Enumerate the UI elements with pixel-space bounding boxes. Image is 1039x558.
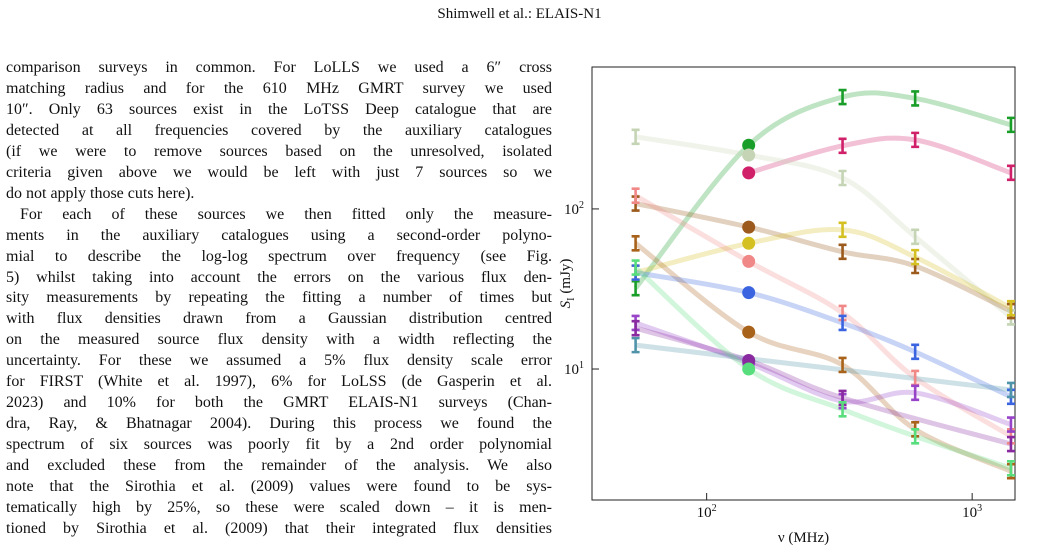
fit-curve [634,325,1012,447]
tick-base: 10 [962,505,977,521]
error-bar [1006,459,1015,477]
error-bar [911,427,920,445]
text-line: detected at all frequencies covered by t… [6,121,552,139]
error-bar [1006,381,1015,399]
point [742,148,756,162]
error-bar [911,90,920,107]
error-bar [911,131,920,149]
text-line: sity measurements by repeating the fitti… [6,289,552,307]
fit-curve [634,320,1012,427]
text-line: and excluded these from the remainder of… [6,457,552,475]
x-axis-label: ν (MHz) [778,530,829,546]
text-column: comparison surveys in common. For LoLLS … [6,58,552,540]
error-bar [1006,416,1015,433]
error-bar [911,228,920,246]
text-line: 2023) and 10% for both the GMRT ELAIS-N1… [6,394,552,412]
text-line: with flux densities drawn from a Gaussia… [6,310,552,328]
point [742,220,756,234]
error-bar [911,384,920,402]
error-bar [1006,116,1015,134]
error-bar [1006,164,1015,182]
point [742,286,756,300]
y-label-part: I [566,298,577,301]
text-line: comparison surveys in common. For LoLLS … [6,59,552,76]
error-bar [631,259,640,276]
y-axis-label: SI (mJy) [558,259,577,309]
text-line: tematically high by 25%, so these were s… [6,499,552,517]
tick-base: 10 [564,362,579,378]
text-line: spectrum of six sources was poorly fit b… [6,436,552,454]
text-line: tioned by Sirothia et al. (2009) that th… [6,519,552,537]
text-line: 5) whilst taking into account the errors… [6,268,552,286]
error-bar [1006,299,1015,317]
text-line: For each of these sources we then fitted… [20,205,552,223]
error-bar [838,243,847,261]
running-header: Shimwell et al.: ELAIS-N1 [437,6,602,22]
y-label-part: (mJy) [558,259,574,294]
error-bar [838,137,847,155]
x-tick-label: 102 [697,503,717,521]
tick-exponent: 3 [977,503,982,514]
point [742,236,756,250]
text-line: do not apply those cuts here). [6,184,195,202]
error-bar [631,187,640,204]
y-label-part: S [558,300,574,308]
x-tick-label: 103 [962,503,982,521]
text-line: (if we were to remove sources based on t… [6,142,552,160]
fit-curve [633,90,1012,290]
error-bar [631,319,640,337]
error-bar [911,343,920,361]
error-bar [838,221,847,239]
text-line: on the measured source flux density with… [6,331,552,349]
error-bar [838,314,847,332]
text-line: dra, Ray, & Bhatnagar 2004). During this… [6,415,552,433]
error-bar [631,279,640,297]
point [742,254,756,268]
fit-curve [635,342,1012,393]
fit-curve [633,265,1012,471]
tick-exponent: 2 [579,200,584,211]
point [742,138,756,152]
tick-base: 10 [564,202,579,218]
fit-curve [747,135,1012,176]
text-line: for FIRST (White et al. 1997), 6% for Lo… [6,373,552,391]
text-line: 10″. Only 63 sources exist in the LoTSS … [6,100,552,118]
error-bar [631,234,640,252]
text-line: note that the Sirothia et al. (2009) val… [6,478,552,496]
error-bar [838,169,847,187]
y-tick-label: 102 [564,200,584,218]
text-line: uncertainty. For these we assumed a 5% f… [6,352,552,370]
point [742,325,756,339]
text-line: mial to describe the log-log spectrum ov… [6,247,552,265]
error-bar [631,336,640,354]
error-bar [631,128,640,146]
error-bar [838,356,847,374]
error-bar [911,248,920,266]
text-line: ments in the auxiliary catalogues using … [6,226,552,244]
y-tick-label: 101 [564,360,584,378]
point [742,362,756,376]
error-bar [838,401,847,418]
text-line: matching radius and for the 610 MHz GMRT… [6,79,552,97]
tick-base: 10 [697,505,712,521]
error-bar [838,88,847,106]
point [742,166,756,180]
tick-exponent: 1 [579,360,584,371]
text-line: criteria given above we would be left wi… [6,163,552,181]
plot-frame [591,66,1016,501]
tick-exponent: 2 [712,503,717,514]
error-bar [1006,435,1015,453]
